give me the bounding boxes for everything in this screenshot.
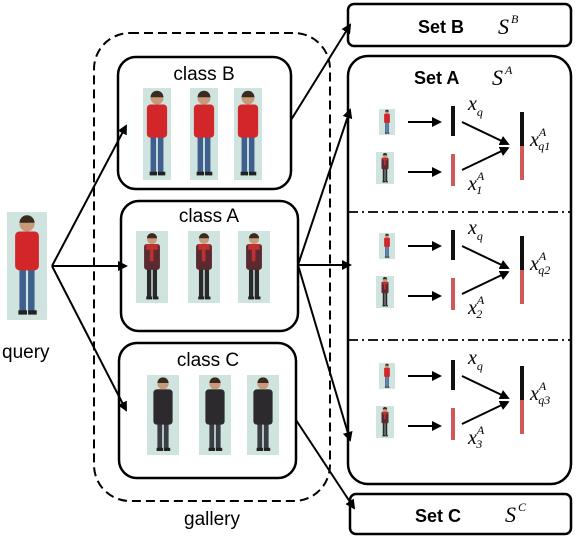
gallery-feature-bar [451, 278, 455, 310]
query-feature-bar [451, 360, 455, 390]
class-image [199, 375, 231, 455]
xi-label: xA 2 [467, 293, 485, 321]
xq-label: xq [467, 217, 483, 243]
person-images [7, 88, 279, 455]
combined-bar-top [520, 236, 524, 270]
class-image [136, 231, 168, 303]
query-label: query [2, 342, 50, 363]
combined-label: xA q3 [529, 379, 550, 407]
class-a-label: class A [179, 206, 240, 227]
merge-arrow [461, 121, 510, 146]
set-c-box [348, 492, 573, 536]
query-image [7, 212, 47, 320]
row-gallery-thumb [376, 276, 394, 308]
class-image [143, 88, 171, 180]
combined-bar-bottom [520, 400, 524, 434]
row-query-thumb [379, 233, 395, 259]
merge-arrow [461, 245, 510, 270]
merge-arrow [461, 375, 510, 400]
class-image [147, 375, 179, 455]
merge-arrow [461, 270, 510, 295]
set-c-label: Set C [415, 506, 461, 526]
combined-bar-top [520, 112, 524, 146]
class-b-label: class B [173, 64, 234, 85]
row-query-thumb [379, 109, 395, 135]
xi-label: xA 1 [467, 169, 485, 197]
combined-label: xA q2 [529, 249, 550, 277]
combined-bar-bottom [520, 146, 524, 180]
merge-arrow [461, 400, 510, 425]
xi-label: xA 3 [467, 423, 485, 451]
xq-label: xq [467, 93, 483, 119]
gallery-feature-bar [451, 408, 455, 440]
class-image [190, 88, 218, 180]
row-query-thumb [379, 363, 395, 389]
xq-label: xq [467, 347, 483, 373]
combined-bar-bottom [520, 270, 524, 304]
query-arrows [51, 124, 128, 412]
set-b-label: Set B [418, 17, 464, 37]
merge-arrow [461, 146, 510, 171]
set-a-label: Set A [414, 68, 459, 88]
class-to-set-arrows [290, 23, 356, 510]
query-feature-bar [451, 230, 455, 260]
set-a-row: xq xA 3 xA q3 [376, 347, 550, 451]
class-image [247, 375, 279, 455]
combined-label: xA q1 [529, 125, 550, 153]
combined-bar-top [520, 366, 524, 400]
set-a-row: xq xA 1 xA q1 [376, 93, 550, 197]
gallery-label: gallery [184, 509, 240, 530]
class-image [234, 88, 262, 180]
class-image [238, 231, 270, 303]
class-c-label: class C [177, 350, 239, 371]
set-a-box [346, 54, 573, 486]
row-gallery-thumb [376, 406, 394, 438]
gallery-feature-bar [451, 154, 455, 186]
query-feature-bar [451, 106, 455, 136]
class-image [188, 231, 220, 303]
row-gallery-thumb [376, 152, 394, 184]
set-a-row: xq xA 2 xA q2 [376, 217, 550, 321]
set-a-rows: xq xA 1 xA q1 xq xA 2 xA q2 xq xA 3 xA q3 [376, 93, 550, 451]
